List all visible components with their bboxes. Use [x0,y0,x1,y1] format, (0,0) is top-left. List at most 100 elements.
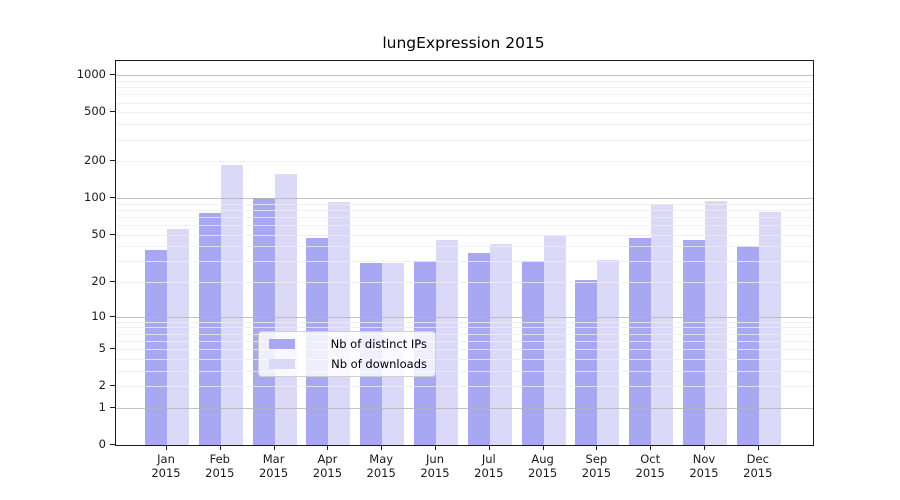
x-tick-mark [542,445,544,450]
major-gridline [116,316,813,318]
bar-downloads [705,201,727,445]
y-tick-label: 10 [91,308,106,323]
minor-gridline [116,370,813,372]
minor-gridline [116,80,813,82]
legend: Nb of distinct IPs Nb of downloads [258,331,436,377]
x-tick-label: Jan 2015 [136,452,196,480]
x-tick-label: Apr 2015 [297,452,357,480]
major-gridline [116,75,813,77]
bar-downloads [543,234,566,445]
x-tick-mark [166,445,167,450]
year-label: 2015 [635,466,665,480]
minor-gridline [116,124,813,126]
minor-gridline [116,321,813,323]
bar-downloads [274,174,297,445]
x-tick-label: Oct 2015 [620,452,680,480]
minor-gridline [116,327,813,329]
x-tick-mark [704,445,705,450]
x-tick-label: Feb 2015 [190,452,250,480]
y-tick-mark [110,348,115,350]
x-tick-label: Sep 2015 [566,452,626,480]
y-tick-mark [110,385,115,387]
year-label: 2015 [366,466,396,480]
minor-gridline [116,203,813,205]
bar-downloads [220,164,243,445]
month-label: Feb [209,452,230,466]
x-tick-mark [596,445,598,450]
month-label: Dec [746,452,769,466]
month-label: Nov [692,452,716,466]
x-tick-mark [273,445,275,450]
year-label: 2015 [527,466,558,480]
y-tick-label: 200 [84,153,106,168]
y-tick-mark [110,444,115,445]
bar-downloads [436,240,458,445]
bar-distinct-ips [736,246,759,445]
legend-swatch-distinct-ips [269,339,295,349]
year-label: 2015 [258,466,289,480]
bar-distinct-ips [575,279,598,445]
year-label: 2015 [743,466,773,480]
x-tick-mark [757,445,759,450]
legend-row: Nb of downloads [259,355,435,373]
major-gridline [116,198,813,200]
y-tick-mark [110,111,115,113]
minor-gridline [116,358,813,360]
year-label: 2015 [581,466,612,480]
minor-gridline [116,112,813,114]
month-label: May [369,452,394,466]
year-label: 2015 [420,466,450,480]
month-label: Mar [262,452,285,466]
minor-gridline [116,216,813,218]
x-tick-label: Aug 2015 [513,452,573,480]
legend-label-distinct-ips: Nb of distinct IPs [330,337,427,351]
x-tick-label: Dec 2015 [728,452,788,480]
bar-downloads [489,243,512,445]
y-tick-mark [110,281,115,283]
y-tick-mark [110,406,115,408]
y-tick-label: 100 [84,190,106,205]
y-tick-mark [110,315,115,317]
month-label: Aug [531,452,554,466]
bar-distinct-ips [252,198,275,445]
x-tick-mark [327,445,329,450]
y-tick-label: 1 [98,399,106,414]
minor-gridline [116,87,813,89]
minor-gridline [116,94,813,96]
bar-distinct-ips [521,261,544,445]
bar-downloads [651,203,674,445]
major-gridline [116,407,813,409]
month-label: Jan [157,452,175,466]
y-tick-label: 1000 [76,67,106,82]
y-tick-label: 0 [98,437,106,451]
bar-downloads [597,259,620,445]
minor-gridline [116,333,813,335]
year-label: 2015 [474,466,504,480]
x-tick-label: May 2015 [351,452,411,480]
minor-gridline [116,261,813,263]
minor-gridline [116,225,813,227]
minor-gridline [116,161,813,163]
x-tick-mark [488,445,490,450]
minor-gridline [116,246,813,248]
month-label: Oct [640,452,661,466]
legend-swatch-downloads [269,359,295,369]
year-label: 2015 [205,466,235,480]
x-tick-label: Mar 2015 [244,452,304,480]
y-tick-mark [110,197,115,199]
minor-gridline [116,139,813,141]
y-tick-mark [110,74,115,76]
x-tick-label: Jun 2015 [405,452,465,480]
y-tick-mark [110,160,115,162]
plot-area [115,60,814,446]
month-label: Sep [585,452,608,466]
bar-downloads [328,201,351,445]
y-tick-label: 500 [84,104,106,119]
y-tick-label: 20 [91,274,106,289]
x-tick-label: Nov 2015 [674,452,734,480]
x-tick-mark [650,445,652,450]
y-tick-mark [110,233,115,235]
x-tick-mark [381,445,383,450]
minor-gridline [116,209,813,211]
